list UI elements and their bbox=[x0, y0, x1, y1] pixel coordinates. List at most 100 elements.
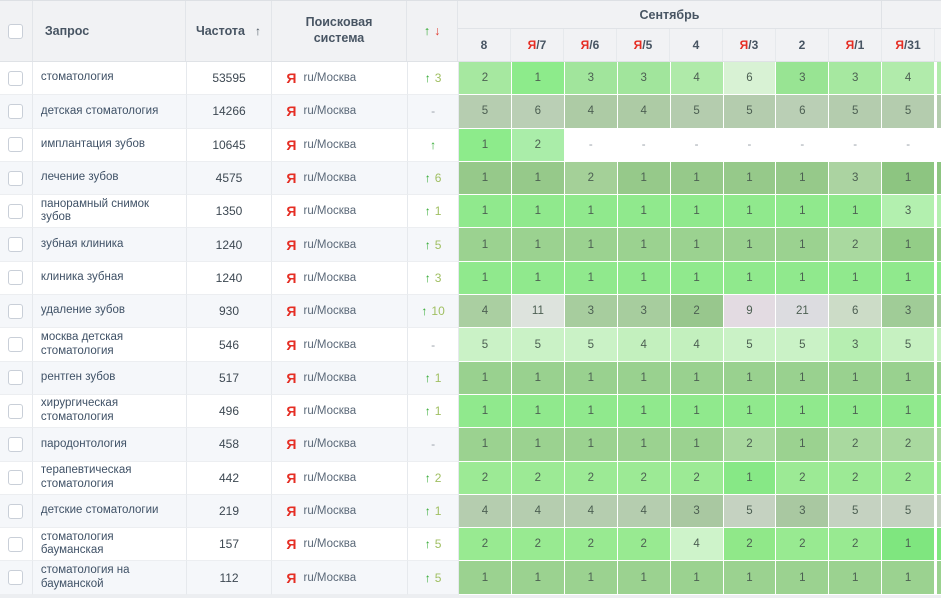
position-cell: 1 bbox=[670, 561, 724, 595]
engine-region-label: ru/Москва bbox=[303, 438, 357, 451]
header-query[interactable]: Запрос bbox=[33, 1, 187, 61]
row-checkbox[interactable] bbox=[8, 237, 24, 253]
next-column-sliver bbox=[935, 494, 941, 529]
row-checkbox[interactable] bbox=[8, 536, 24, 552]
position-cell: 5 bbox=[459, 328, 512, 362]
yandex-icon: Я bbox=[286, 303, 297, 320]
position-cell: 1 bbox=[511, 361, 565, 395]
date-header: Я/3 bbox=[723, 29, 776, 61]
row-checkbox[interactable] bbox=[8, 503, 24, 519]
row-checkbox[interactable] bbox=[8, 470, 24, 486]
next-column-sliver bbox=[935, 561, 941, 595]
next-column-sliver bbox=[935, 128, 941, 162]
position-cell: 11 bbox=[511, 295, 565, 329]
yandex-icon: Я bbox=[286, 503, 297, 519]
date-header: 4 bbox=[670, 29, 723, 61]
next-column-sliver bbox=[935, 394, 941, 429]
change-value: 2 bbox=[434, 470, 442, 485]
frequency-cell: 930 bbox=[186, 295, 273, 329]
position-cell: 2 bbox=[829, 528, 883, 562]
change-value: 1 bbox=[434, 204, 442, 219]
change-up-icon: ↑ bbox=[424, 71, 431, 86]
position-cell: 1 bbox=[511, 62, 565, 96]
header-search-engine[interactable]: Поисковая система bbox=[272, 1, 408, 61]
position-cell: 3 bbox=[617, 295, 671, 329]
position-cell: 1 bbox=[459, 128, 512, 162]
query-cell: хирургическая стоматология bbox=[32, 394, 187, 429]
row-checkbox[interactable] bbox=[8, 403, 24, 419]
position-cell: - bbox=[617, 128, 671, 162]
row-checkbox[interactable] bbox=[8, 337, 24, 353]
position-cell: 1 bbox=[617, 361, 671, 395]
position-cell: 6 bbox=[776, 95, 830, 129]
position-cell: 2 bbox=[459, 528, 512, 562]
yandex-icon: Я bbox=[286, 170, 297, 187]
position-cell: 3 bbox=[564, 295, 618, 329]
header-frequency[interactable]: Частота ↑ bbox=[186, 1, 272, 61]
header-change[interactable]: ↑ ↓ bbox=[407, 1, 458, 61]
position-cell: 21 bbox=[776, 295, 830, 329]
query-cell: стоматология бауманская bbox=[32, 528, 187, 562]
next-column-sliver bbox=[935, 261, 941, 296]
engine-region-label: ru/Москва bbox=[303, 205, 357, 218]
change-cell: ↑ 5 bbox=[408, 228, 460, 262]
engine-region-label: ru/Москва bbox=[303, 538, 357, 551]
change-up-icon: ↑ bbox=[430, 137, 437, 152]
position-cell: 1 bbox=[459, 195, 512, 229]
checkbox-cell bbox=[0, 161, 33, 196]
position-cell: 3 bbox=[564, 62, 618, 96]
next-column-sliver bbox=[935, 161, 941, 196]
position-cell: 1 bbox=[617, 394, 671, 429]
change-up-icon: ↑ bbox=[424, 504, 431, 518]
change-up-icon: ↑ bbox=[424, 570, 431, 585]
query-cell: панорамный снимок зубов bbox=[32, 195, 187, 229]
change-value: 5 bbox=[434, 237, 442, 252]
row-checkbox[interactable] bbox=[8, 170, 24, 186]
yandex-icon: Я bbox=[633, 38, 643, 52]
checkbox-cell bbox=[0, 195, 33, 229]
frequency-cell: 53595 bbox=[186, 62, 273, 96]
position-cell: 1 bbox=[459, 161, 512, 196]
change-cell: ↑ 5 bbox=[408, 528, 460, 562]
row-checkbox[interactable] bbox=[8, 570, 24, 586]
date-header: 2 bbox=[776, 29, 829, 61]
change-up-icon: ↑ bbox=[424, 270, 431, 285]
header-frequency-label: Частота bbox=[195, 24, 245, 38]
position-cell: 1 bbox=[670, 361, 724, 395]
position-cell: - bbox=[723, 128, 777, 162]
select-all-checkbox[interactable] bbox=[8, 23, 24, 39]
yandex-icon: Я bbox=[286, 103, 297, 120]
row-checkbox[interactable] bbox=[8, 103, 24, 119]
row-checkbox[interactable] bbox=[8, 70, 24, 86]
row-checkbox[interactable] bbox=[8, 303, 24, 319]
row-checkbox[interactable] bbox=[8, 270, 24, 286]
row-checkbox[interactable] bbox=[8, 436, 24, 452]
position-cell: 2 bbox=[829, 228, 883, 262]
frequency-cell: 1240 bbox=[186, 228, 273, 262]
position-cell: 1 bbox=[511, 261, 565, 296]
date-header: Я/6 bbox=[564, 29, 617, 61]
position-cell: 4 bbox=[670, 62, 724, 96]
row-checkbox[interactable] bbox=[8, 137, 24, 153]
row-checkbox[interactable] bbox=[8, 370, 24, 386]
row-checkbox[interactable] bbox=[8, 203, 24, 219]
change-value: 6 bbox=[434, 171, 442, 186]
query-cell: москва детская стоматология bbox=[32, 328, 187, 362]
frequency-cell: 112 bbox=[186, 561, 273, 595]
frequency-cell: 219 bbox=[186, 494, 273, 529]
change-up-icon: ↑ bbox=[424, 370, 431, 385]
position-cell: 4 bbox=[617, 494, 671, 529]
position-cell: 5 bbox=[564, 328, 618, 362]
position-cell: 1 bbox=[564, 561, 618, 595]
